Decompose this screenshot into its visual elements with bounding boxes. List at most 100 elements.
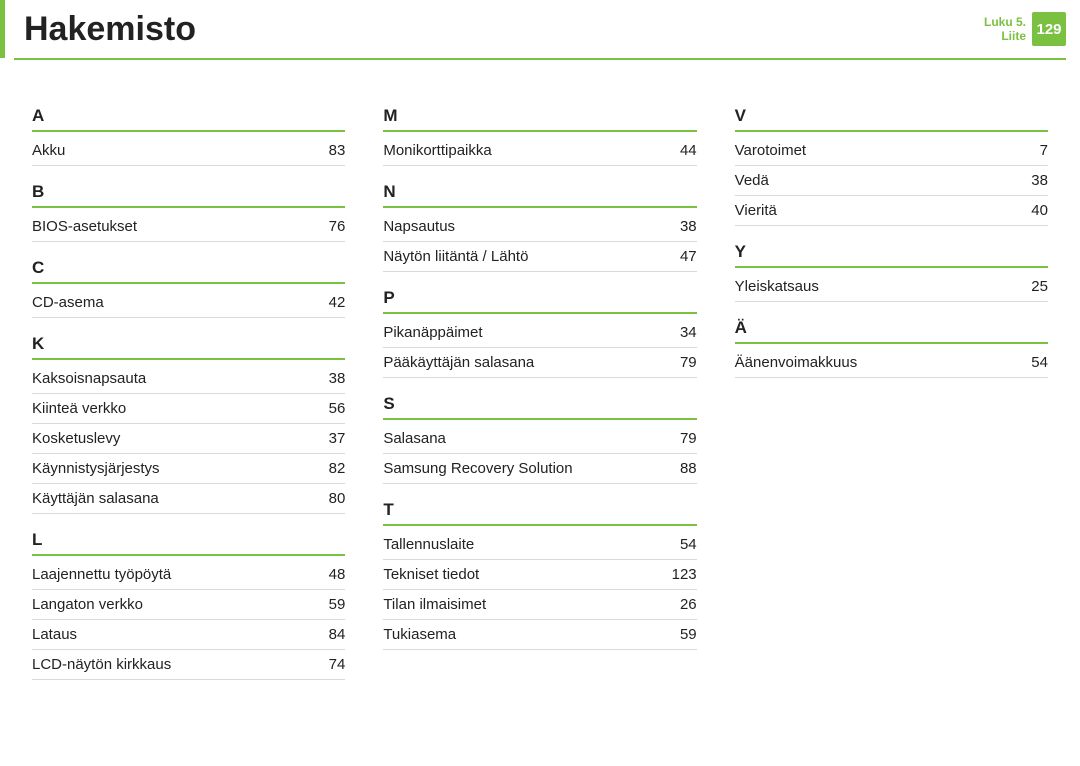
- index-column: AAkku83BBIOS-asetukset76CCD-asema42KKaks…: [32, 90, 345, 688]
- entry-term: Samsung Recovery Solution: [383, 460, 572, 477]
- index-entry[interactable]: LCD-näytön kirkkaus 74: [32, 650, 345, 680]
- index-section: V Varotoimet 7 Vedä38 Vieritä 40: [735, 106, 1048, 226]
- index-entry[interactable]: BIOS-asetukset 76: [32, 212, 345, 242]
- section-letter: P: [383, 288, 696, 314]
- index-entry[interactable]: Pikanäppäimet 34: [383, 318, 696, 348]
- index-entry[interactable]: Yleiskatsaus 25: [735, 272, 1048, 302]
- entry-term: Langaton verkko: [32, 596, 143, 613]
- index-entry[interactable]: Akku83: [32, 136, 345, 166]
- entry-term: BIOS-asetukset: [32, 218, 137, 235]
- index-section: C CD-asema 42: [32, 258, 345, 318]
- index-entry[interactable]: Pääkäyttäjän salasana79: [383, 348, 696, 378]
- entry-page: 54: [1031, 354, 1048, 371]
- entry-term: Käynnistysjärjestys: [32, 460, 160, 477]
- entry-term: Monikorttipaikka: [383, 142, 491, 159]
- index-entry[interactable]: Vieritä 40: [735, 196, 1048, 226]
- entry-term: Salasana: [383, 430, 446, 447]
- entry-term: Tallennuslaite: [383, 536, 474, 553]
- entry-term: Pikanäppäimet: [383, 324, 482, 341]
- entry-term: Kosketuslevy: [32, 430, 120, 447]
- entry-page: 47: [680, 248, 697, 265]
- index-entry[interactable]: Salasana79: [383, 424, 696, 454]
- chapter-info: Luku 5. Liite: [984, 15, 1026, 44]
- section-entries: Kaksoisnapsauta38Kiinteä verkko56Kosketu…: [32, 364, 345, 514]
- entry-page: 88: [680, 460, 697, 477]
- entry-term: Lataus: [32, 626, 77, 643]
- entry-page: 25: [1031, 278, 1048, 295]
- section-entries: Akku83: [32, 136, 345, 166]
- index-entry[interactable]: Näytön liitäntä / Lähtö47: [383, 242, 696, 272]
- index-entry[interactable]: Käynnistysjärjestys 82: [32, 454, 345, 484]
- entry-page: 7: [1040, 142, 1048, 159]
- entry-term: Akku: [32, 142, 65, 159]
- entry-page: 34: [680, 324, 697, 341]
- section-entries: BIOS-asetukset 76: [32, 212, 345, 242]
- entry-page: 56: [329, 400, 346, 417]
- index-column: MMonikorttipaikka44 N Napsautus38Näytön li…: [383, 90, 696, 688]
- index-section: TTallennuslaite54Tekniset tiedot123Tilan…: [383, 500, 696, 650]
- section-letter: N: [383, 182, 696, 208]
- index-section: ÄÄänenvoimakkuus54: [735, 318, 1048, 378]
- section-entries: Napsautus38Näytön liitäntä / Lähtö47: [383, 212, 696, 272]
- section-entries: Monikorttipaikka44: [383, 136, 696, 166]
- index-entry[interactable]: Tukiasema 59: [383, 620, 696, 650]
- index-entry[interactable]: Laajennettu työpöytä 48: [32, 560, 345, 590]
- index-entry[interactable]: Tekniset tiedot123: [383, 560, 696, 590]
- index-entry[interactable]: Tilan ilmaisimet 26: [383, 590, 696, 620]
- index-section: MMonikorttipaikka44: [383, 106, 696, 166]
- section-letter: Y: [735, 242, 1048, 268]
- entry-term: Käyttäjän salasana: [32, 490, 159, 507]
- index-entry[interactable]: Vedä38: [735, 166, 1048, 196]
- entry-page: 84: [329, 626, 346, 643]
- section-letter: V: [735, 106, 1048, 132]
- index-entry[interactable]: Varotoimet 7: [735, 136, 1048, 166]
- entry-term: Laajennettu työpöytä: [32, 566, 171, 583]
- section-entries: Salasana79 Samsung Recovery Solution 88: [383, 424, 696, 484]
- index-section: P Pikanäppäimet 34 Pääkäyttäjän salasana79: [383, 288, 696, 378]
- entry-page: 42: [329, 294, 346, 311]
- section-entries: Äänenvoimakkuus54: [735, 348, 1048, 378]
- index-entry[interactable]: Kiinteä verkko56: [32, 394, 345, 424]
- index-entry[interactable]: Lataus 84: [32, 620, 345, 650]
- entry-term: CD-asema: [32, 294, 104, 311]
- section-letter: B: [32, 182, 345, 208]
- entry-term: Yleiskatsaus: [735, 278, 819, 295]
- index-entry[interactable]: Samsung Recovery Solution 88: [383, 454, 696, 484]
- entry-term: Vieritä: [735, 202, 777, 219]
- entry-page: 76: [329, 218, 346, 235]
- entry-page: 74: [329, 656, 346, 673]
- entry-page: 80: [329, 490, 346, 507]
- index-entry[interactable]: Langaton verkko 59: [32, 590, 345, 620]
- index-entry[interactable]: Tallennuslaite54: [383, 530, 696, 560]
- entry-page: 26: [680, 596, 697, 613]
- entry-term: Kaksoisnapsauta: [32, 370, 146, 387]
- entry-term: Vedä: [735, 172, 769, 189]
- entry-page: 59: [329, 596, 346, 613]
- section-letter: T: [383, 500, 696, 526]
- section-letter: C: [32, 258, 345, 284]
- section-entries: CD-asema 42: [32, 288, 345, 318]
- index-entry[interactable]: Kaksoisnapsauta38: [32, 364, 345, 394]
- entry-term: LCD-näytön kirkkaus: [32, 656, 171, 673]
- entry-page: 82: [329, 460, 346, 477]
- entry-term: Varotoimet: [735, 142, 806, 159]
- index-section: SSalasana79Samsung Recovery Solution88: [383, 394, 696, 484]
- index-entry[interactable]: CD-asema 42: [32, 288, 345, 318]
- index-entry[interactable]: Monikorttipaikka44: [383, 136, 696, 166]
- index-entry[interactable]: Napsautus38: [383, 212, 696, 242]
- entry-page: 48: [329, 566, 346, 583]
- entry-term: Napsautus: [383, 218, 455, 235]
- index-entry[interactable]: Kosketuslevy37: [32, 424, 345, 454]
- entry-term: Tilan ilmaisimet: [383, 596, 486, 613]
- section-entries: Yleiskatsaus 25: [735, 272, 1048, 302]
- page-number-badge: 129: [1032, 12, 1066, 46]
- entry-page: 59: [680, 626, 697, 643]
- index-entry[interactable]: Äänenvoimakkuus54: [735, 348, 1048, 378]
- index-entry[interactable]: Käyttäjän salasana 80: [32, 484, 345, 514]
- page-title: Hakemisto: [24, 10, 196, 49]
- entry-page: 40: [1031, 202, 1048, 219]
- index-section: Y Yleiskatsaus 25: [735, 242, 1048, 302]
- entry-term: Tukiasema: [383, 626, 456, 643]
- section-entries: Pikanäppäimet 34 Pääkäyttäjän salasana79: [383, 318, 696, 378]
- section-letter: K: [32, 334, 345, 360]
